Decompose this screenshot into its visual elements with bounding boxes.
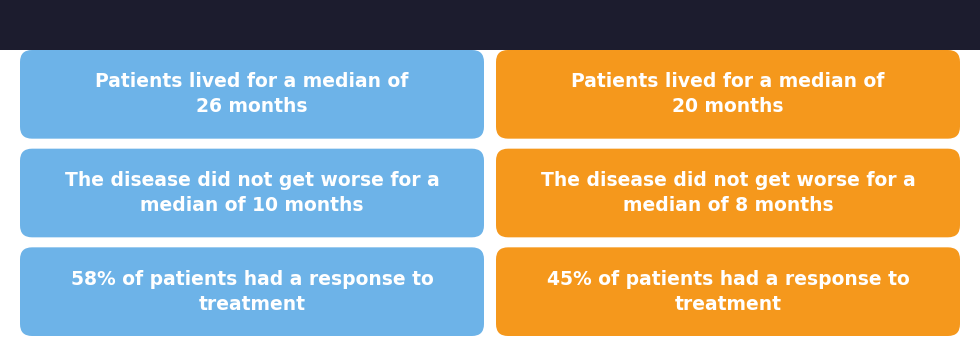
FancyBboxPatch shape — [20, 247, 484, 336]
FancyBboxPatch shape — [20, 50, 484, 139]
Text: The disease did not get worse for a
median of 8 months: The disease did not get worse for a medi… — [541, 171, 915, 215]
Bar — [0, 0, 980, 50]
FancyBboxPatch shape — [20, 149, 484, 237]
FancyBboxPatch shape — [496, 50, 960, 139]
FancyBboxPatch shape — [496, 149, 960, 237]
Text: Patients lived for a median of
20 months: Patients lived for a median of 20 months — [571, 72, 885, 116]
FancyBboxPatch shape — [496, 247, 960, 336]
Text: 45% of patients had a response to
treatment: 45% of patients had a response to treatm… — [547, 270, 909, 314]
Text: The disease did not get worse for a
median of 10 months: The disease did not get worse for a medi… — [65, 171, 439, 215]
Text: 58% of patients had a response to
treatment: 58% of patients had a response to treatm… — [71, 270, 433, 314]
Text: Patients lived for a median of
26 months: Patients lived for a median of 26 months — [95, 72, 409, 116]
